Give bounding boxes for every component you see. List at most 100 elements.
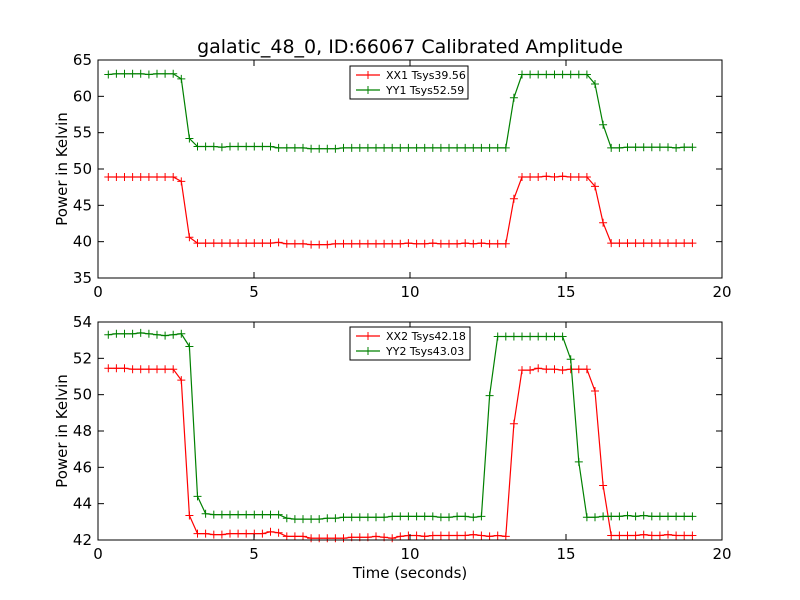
data-point	[574, 365, 583, 374]
data-point	[380, 143, 389, 152]
data-point	[128, 173, 137, 181]
data-point	[566, 173, 575, 181]
data-point	[655, 512, 664, 521]
data-point	[104, 173, 113, 181]
data-point	[631, 512, 640, 521]
data-point	[104, 330, 113, 339]
data-point	[607, 143, 616, 152]
data-point	[655, 239, 664, 248]
y-tick-label: 65	[73, 51, 92, 69]
data-point	[290, 515, 299, 524]
data-point	[412, 239, 421, 248]
data-point	[591, 513, 599, 522]
data-point	[128, 365, 137, 374]
data-point	[258, 529, 267, 538]
data-point	[501, 332, 510, 341]
data-point	[582, 70, 591, 79]
data-point	[209, 142, 218, 151]
y-tick-label: 50	[73, 386, 92, 404]
legend-box	[349, 326, 471, 361]
data-point	[396, 143, 405, 152]
data-point	[453, 143, 462, 152]
data-point	[250, 239, 259, 248]
legend-marker	[364, 332, 372, 340]
data-point	[428, 239, 437, 248]
data-point	[299, 515, 307, 524]
data-point	[299, 532, 307, 541]
data-point	[169, 365, 178, 374]
data-point	[153, 173, 161, 181]
data-point	[526, 366, 535, 375]
data-point	[518, 173, 526, 181]
data-point	[445, 531, 453, 540]
data-point	[226, 142, 234, 151]
data-point	[347, 513, 356, 522]
data-point	[607, 531, 616, 540]
data-point	[518, 332, 526, 341]
data-point	[153, 69, 161, 78]
data-point	[445, 513, 453, 522]
data-point	[209, 239, 218, 248]
series-line-top-1	[108, 175, 693, 246]
data-point	[631, 531, 640, 540]
data-point	[688, 531, 697, 540]
data-point	[266, 510, 275, 519]
data-point	[250, 510, 259, 519]
data-point	[639, 143, 648, 152]
data-point	[315, 144, 324, 153]
data-point	[193, 492, 202, 501]
data-point	[623, 531, 632, 540]
data-point	[282, 143, 291, 152]
data-point	[169, 69, 178, 78]
data-point	[461, 531, 470, 540]
data-point	[664, 530, 672, 539]
data-point	[404, 531, 413, 540]
data-point	[582, 513, 591, 522]
data-point	[104, 364, 113, 373]
x-tick-label: 5	[249, 545, 259, 563]
data-point	[485, 391, 494, 400]
data-point	[469, 143, 478, 152]
data-point	[185, 134, 194, 143]
data-point	[591, 182, 599, 191]
legend-label: XX2 Tsys42.18	[386, 330, 466, 343]
data-point	[274, 528, 283, 537]
data-point	[242, 239, 251, 248]
data-point	[193, 239, 202, 248]
data-point	[234, 142, 243, 151]
data-point	[363, 143, 372, 152]
data-point	[347, 143, 356, 152]
data-point	[412, 512, 421, 521]
data-point	[526, 173, 535, 181]
data-point	[647, 143, 656, 152]
legend-marker	[364, 86, 372, 94]
data-point	[566, 355, 575, 364]
data-point	[161, 365, 170, 374]
data-point	[420, 532, 429, 541]
data-point	[550, 365, 559, 374]
data-point	[380, 239, 389, 248]
data-point	[234, 529, 243, 538]
legend-box	[349, 65, 469, 100]
data-point	[250, 142, 259, 151]
y-tick-label: 40	[73, 233, 92, 251]
data-point	[290, 532, 299, 541]
data-point	[623, 239, 632, 248]
data-point	[501, 532, 510, 541]
data-point	[542, 365, 551, 374]
data-point	[258, 510, 267, 519]
data-point	[339, 239, 348, 248]
legend-marker	[364, 347, 372, 355]
data-point	[299, 239, 307, 248]
data-point	[428, 531, 437, 540]
data-point	[290, 239, 299, 248]
data-point	[355, 513, 364, 522]
data-point	[680, 239, 689, 248]
data-point	[647, 531, 656, 540]
data-point	[485, 239, 494, 248]
data-point	[266, 142, 275, 151]
data-point	[112, 329, 121, 338]
data-point	[153, 330, 161, 339]
data-point	[412, 531, 421, 540]
data-point	[680, 512, 689, 521]
